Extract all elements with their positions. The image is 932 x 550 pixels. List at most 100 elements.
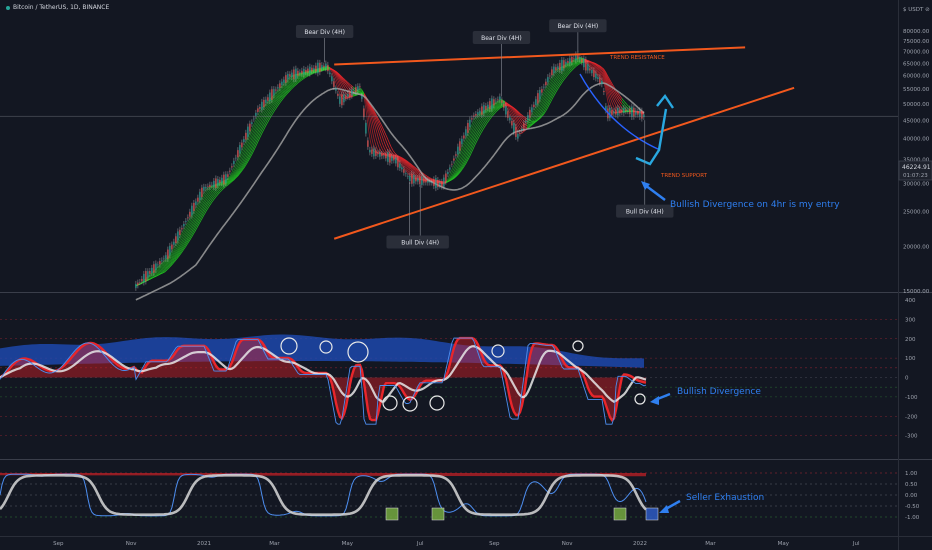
candle-body bbox=[213, 181, 215, 188]
candle-body bbox=[569, 58, 571, 64]
candle-body bbox=[321, 65, 323, 69]
oscillator-panel-1[interactable] bbox=[0, 319, 898, 436]
candle-body bbox=[401, 167, 403, 170]
divergence-circle bbox=[347, 341, 369, 363]
candle-body bbox=[251, 122, 253, 124]
candle-body bbox=[417, 178, 419, 182]
candle-body bbox=[423, 179, 425, 183]
trend-resistance-line bbox=[334, 46, 746, 66]
candle-body bbox=[479, 110, 481, 114]
candle-body bbox=[307, 68, 309, 73]
candle-body bbox=[261, 101, 263, 110]
ma-ribbon-line bbox=[445, 101, 505, 184]
time-tick-label: Nov bbox=[562, 541, 573, 547]
osc1-tick-label: 100 bbox=[905, 356, 916, 362]
candle-body bbox=[387, 152, 389, 162]
ma-ribbon-line bbox=[329, 68, 354, 88]
ma-ribbon-line bbox=[445, 100, 506, 184]
candle-body bbox=[403, 169, 405, 173]
candle-body bbox=[599, 77, 601, 84]
price-tick-label: 55000.00 bbox=[903, 87, 930, 93]
candle-body bbox=[303, 68, 305, 75]
divergence-circle bbox=[280, 337, 298, 355]
candle-body bbox=[195, 201, 197, 206]
candle-body bbox=[457, 146, 459, 155]
candle-body bbox=[487, 104, 489, 109]
trend-resistance-label: TREND RESISTANCE bbox=[609, 55, 665, 61]
symbol-title: Bitcoin / TetherUS, 1D, BINANCE bbox=[13, 4, 110, 11]
osc1-tick-label: -100 bbox=[905, 395, 918, 401]
candle-body bbox=[521, 128, 523, 131]
candle-body bbox=[547, 77, 549, 83]
candle-body bbox=[259, 106, 261, 109]
candle-body bbox=[281, 81, 283, 86]
candle-body bbox=[405, 173, 407, 174]
candle-body bbox=[519, 133, 521, 134]
ma-ribbon-line bbox=[445, 103, 505, 183]
candle-body bbox=[499, 96, 501, 100]
time-tick-label: Mar bbox=[269, 541, 280, 547]
price-tick-label: 30000.00 bbox=[903, 181, 930, 187]
candle-body bbox=[539, 89, 541, 100]
candle-body bbox=[223, 174, 225, 185]
candle-body bbox=[151, 267, 153, 274]
price-panel[interactable]: Bear Div (4H) Bear Div (4H) Bear Div (4H) B… bbox=[0, 19, 898, 301]
candle-body bbox=[253, 118, 255, 120]
ma-ribbon-line bbox=[363, 94, 446, 183]
chart-header[interactable]: Bitcoin / TetherUS, 1D, BINANCE bbox=[6, 4, 109, 11]
candle-body bbox=[429, 181, 431, 183]
ma-ribbon-line bbox=[445, 99, 506, 183]
candle-body bbox=[559, 62, 561, 71]
candle-body bbox=[411, 173, 413, 184]
candle-body bbox=[581, 59, 583, 63]
candle-body bbox=[501, 100, 503, 103]
oscillator-panel-2[interactable] bbox=[0, 472, 898, 521]
projection-path bbox=[635, 108, 668, 166]
candle-body bbox=[323, 65, 325, 68]
candle-body bbox=[297, 70, 299, 76]
candle-body bbox=[139, 281, 141, 283]
candle-body bbox=[331, 76, 333, 82]
candle-body bbox=[613, 111, 615, 114]
candle-body bbox=[515, 126, 517, 137]
time-tick-label: Jul bbox=[852, 541, 860, 547]
candle-body bbox=[311, 67, 313, 72]
ma-ribbon-line bbox=[526, 58, 585, 130]
exhaustion-marker bbox=[645, 507, 659, 521]
candle-body bbox=[233, 160, 235, 165]
candle-body bbox=[205, 187, 207, 189]
candle-body bbox=[345, 95, 347, 99]
osc1-tick-label: 200 bbox=[905, 337, 916, 343]
candle-body bbox=[593, 70, 595, 78]
price-tick-label: 40000.00 bbox=[903, 137, 930, 143]
osc1-tick-label: 400 bbox=[905, 298, 916, 304]
bullish-divergence-callout: Bullish Divergence bbox=[677, 387, 761, 397]
candle-body bbox=[147, 271, 149, 278]
trend-support-line bbox=[333, 86, 795, 240]
candle-body bbox=[367, 140, 369, 147]
candle-body bbox=[531, 107, 533, 113]
candle-body bbox=[459, 141, 461, 151]
exhaustion-marker bbox=[613, 507, 627, 521]
candle-body bbox=[173, 241, 175, 245]
bullish-divergence-entry-callout: Bullish Divergence on 4hr is my entry bbox=[670, 200, 840, 210]
ma-ribbon-line bbox=[135, 68, 330, 287]
candle-body bbox=[341, 94, 343, 106]
candle-body bbox=[573, 58, 575, 59]
osc2-tick-label: 1.00 bbox=[905, 471, 918, 477]
candle-body bbox=[433, 179, 435, 187]
candle-body bbox=[375, 150, 377, 156]
ma-ribbon-line bbox=[526, 58, 584, 130]
candle-body bbox=[563, 60, 565, 69]
candle-body bbox=[337, 93, 339, 96]
candle-body bbox=[391, 155, 393, 161]
candle-body bbox=[245, 132, 247, 140]
ma-ribbon-line bbox=[526, 57, 585, 125]
candle-body bbox=[269, 92, 271, 101]
candle-body bbox=[191, 205, 193, 216]
candle-body bbox=[377, 153, 379, 155]
candle-body bbox=[489, 101, 491, 110]
candle-body bbox=[373, 148, 375, 157]
candle-body bbox=[621, 109, 623, 113]
